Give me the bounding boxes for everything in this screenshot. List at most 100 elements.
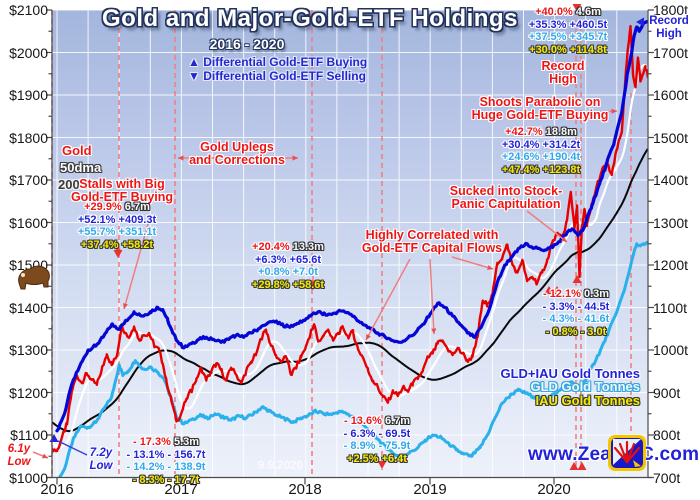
stat-value: - 69.5t [378,427,411,440]
stat-pct: +20.4% [252,241,290,253]
stat-value: +7.0t [292,266,318,279]
stat-block-correction-2018: - 13.6% 6.7m - 6.3% - 69.5t - 8.9% - 75.9t… [344,415,411,465]
y-left-tick-label: $1400 [9,299,48,316]
highly-correlated: Highly Correlated with Gold-ETF Capital F… [362,229,502,255]
stat-value: 4.6m [575,6,601,18]
stat-value: +65.6t [289,253,322,266]
stat-row: - 8.3% - 17.7t [127,474,206,487]
y-right-tick-label: 1700t [653,44,689,61]
stat-value: - 3.0t [580,325,607,338]
shoots-parabolic-line: Huge Gold-ETF Buying [471,108,609,122]
stat-pct: - 14.2% [126,461,165,474]
stat-row: +42.7% 18.8m [502,126,580,139]
y-left-tick-label: $1600 [9,214,48,231]
stat-value: +6.4t [381,452,407,465]
stat-block-correction-2016: - 17.3% 5.3m - 13.1% - 156.7t - 14.2% - 13… [127,436,206,486]
stat-row: - 0.8% - 3.0t [543,326,610,339]
highly-correlated-line: Highly Correlated with [365,228,499,242]
series-legend-iau-gold-tonnes: IAU Gold Tonnes [535,392,640,408]
stat-pct: +52.1% [77,213,116,226]
y-left-tick-label: $1200 [9,384,48,401]
stat-pct: +29.8% [251,278,290,291]
record-high-red-line: High [549,72,577,86]
y-right-tick-label: 800t [653,427,681,443]
stat-pct: - 17.3% [132,436,171,448]
y-right-tick-label: 1200t [653,257,689,273]
differential-legend-label: Differential Gold-ETF Selling [203,69,366,83]
y-left-tick-label: $1000 [9,469,48,486]
record-high-red-line: Record [541,59,585,73]
stat-pct: - 13.6% [343,415,382,427]
x-tick-label: 2019 [413,481,447,498]
stat-pct: +37.5% [528,31,567,44]
stat-pct: +35.3% [528,18,567,31]
record-high-blue-line: Record [649,15,689,27]
record-high-blue-line: High [656,28,682,40]
stat-pct: - 3.3% [542,300,575,313]
stat-pct: - 12.1% [542,288,581,300]
stat-pct: +30.0% [529,43,567,56]
zeal-buffalo-icon [18,265,50,290]
stat-row: - 13.1% - 156.7t [127,449,206,462]
stat-value: 13.3m [292,241,324,253]
series-gld [58,240,648,478]
stalls-line: Gold-ETF Buying [70,190,174,204]
stat-row: +24.6% +190.4t [502,151,580,164]
sucked-panic-line: Panic Capitulation [451,197,561,211]
page-title: Gold and Major-Gold-ETF Holdings [102,5,518,32]
down-arrow-icon: ▼ [188,69,204,83]
stat-block-panic-2020: - 12.1% 0.3m - 3.3% - 44.5t - 4.3% - 41.6t… [543,288,610,338]
series-total [55,20,648,433]
stat-row: +30.4% +314.2t [502,139,580,152]
x-tick-label: 2016 [40,481,74,498]
stat-value: - 156.7t [167,448,206,461]
stalls: Stalls with Big Gold-ETF Buying [71,178,173,204]
stat-value: +409.3t [118,213,157,226]
series-legend-gld-iau-gold-tonnes: GLD+IAU Gold Tonnes [500,366,640,381]
shoots-parabolic-line: Shoots Parabolic on [479,95,601,109]
stat-pct: - 8.3% [132,473,165,486]
stat-pct: +42.7% [505,126,543,138]
differential-legend-row: ▲ Differential Gold-ETF Buying [188,55,367,69]
stat-pct: +24.6% [501,151,540,164]
x-tick-label: 2020 [537,481,571,498]
stat-row: - 17.3% 5.3m [127,436,206,449]
stat-value: +345.7t [569,31,608,44]
stat-value: +351.1t [118,226,157,239]
stat-value: - 75.9t [378,440,411,453]
stat-row: - 14.2% - 138.9t [127,461,206,474]
stat-value: +114.8t [569,43,607,56]
stat-value: 6.7m [124,201,150,213]
stat-value: +123.8t [542,163,581,176]
y-left-tick-label: $2000 [9,44,48,61]
stat-row: +47.4% +123.8t [502,164,580,177]
record-high-red: Record High [541,60,584,86]
dma200-label-line: 200dma [58,177,107,192]
stat-block-upleg-2018-2020: +42.7% 18.8m +30.4% +314.2t +24.6% +190.4t… [502,126,580,176]
y-right-tick-label: 1300t [653,214,689,231]
stat-block-upleg-2017: +20.4% 13.3m +6.3% +65.6t +0.8% +7.0t +29.8… [252,241,324,291]
stat-pct: +0.8% [258,266,290,279]
stat-row: +37.4% +58.2t [78,239,156,252]
stat-row: +0.8% +7.0t [252,266,324,279]
low-7-2y: 7.2y Low [90,447,113,473]
stalls-line: Stalls with Big [79,177,165,191]
plot-background [52,10,648,478]
dma50-label-line: 50dma [60,160,102,175]
stat-row: +37.5% +345.7t [529,31,607,44]
uplegs-corrections-line: Gold Uplegs [200,140,274,154]
y-left-tick-label: $1900 [9,87,48,103]
uplegs-corrections-line: and Corrections [189,153,285,167]
differential-legend: ▲ Differential Gold-ETF Buying ▼ Differen… [188,55,367,83]
stat-value: - 44.5t [577,300,610,313]
stat-row: +35.3% +460.5t [529,19,607,32]
y-left-tick-label: $1800 [9,129,48,146]
stat-value: +314.2t [542,138,581,151]
y-right-tick-label: 1000t [653,342,689,358]
stat-pct: - 0.8% [545,325,578,338]
stat-row: - 6.3% - 69.5t [344,428,411,441]
stat-pct: +37.4% [80,238,119,251]
stat-pct: +6.3% [254,253,287,266]
y-left-tick-label: $1300 [9,342,48,358]
uplegs-corrections: Gold Uplegs and Corrections [189,141,285,167]
